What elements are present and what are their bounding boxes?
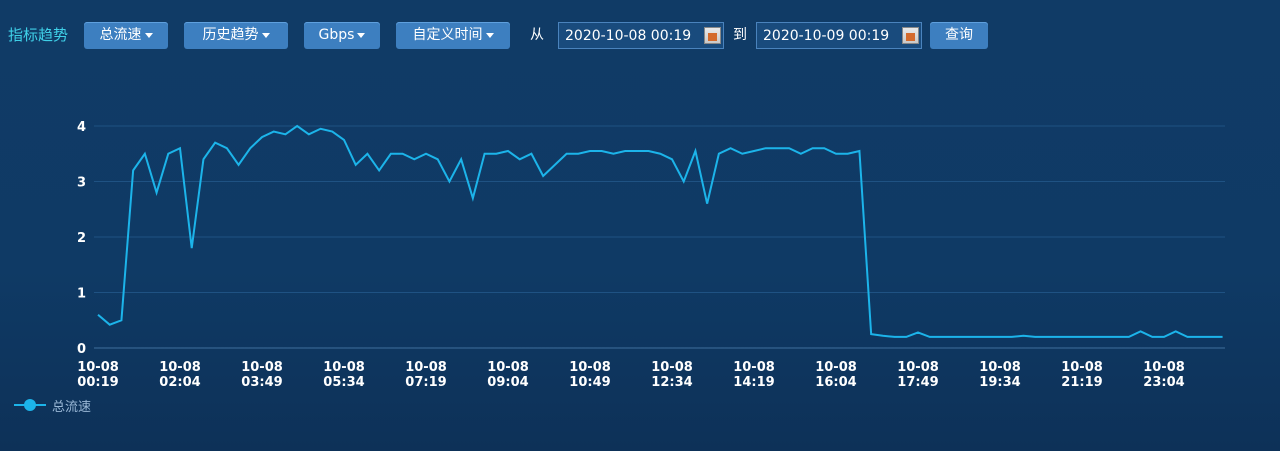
caret — [261, 32, 270, 38]
caret — [357, 32, 366, 38]
unit-label: Gbps — [318, 27, 355, 43]
y-tick-label: 2 — [77, 231, 86, 246]
mode-label: 历史趋势 — [202, 27, 259, 43]
x-tick-label: 10-08 05:34 — [323, 360, 365, 390]
calendar-icon[interactable] — [902, 27, 919, 44]
unit-button[interactable]: Gbps — [304, 22, 380, 49]
x-tick-label: 10-08 00:19 — [77, 360, 119, 390]
to-value: 2020-10-09 00:19 — [763, 28, 890, 44]
mode-button[interactable]: 历史趋势 — [184, 22, 288, 49]
to-input[interactable]: 2020-10-09 00:19 — [756, 22, 922, 49]
range-button[interactable]: 自定义时间 — [396, 22, 510, 49]
to-label: 到 — [733, 27, 747, 43]
calendar-icon[interactable] — [704, 27, 721, 44]
query-button[interactable]: 查询 — [930, 22, 988, 49]
x-tick-label: 10-08 07:19 — [405, 360, 447, 390]
x-tick-label: 10-08 02:04 — [159, 360, 201, 390]
x-tick-label: 10-08 21:19 — [1061, 360, 1103, 390]
x-tick-label: 10-08 17:49 — [897, 360, 939, 390]
from-label: 从 — [530, 27, 544, 43]
legend-dot — [24, 399, 36, 411]
x-tick-label: 10-08 19:34 — [979, 360, 1021, 390]
y-tick-label: 0 — [77, 342, 86, 357]
y-tick-label: 4 — [77, 120, 86, 135]
range-label: 自定义时间 — [412, 27, 483, 43]
panel-title: 指标趋势 — [8, 26, 69, 44]
from-input[interactable]: 2020-10-08 00:19 — [558, 22, 724, 49]
y-tick-label: 1 — [77, 287, 86, 302]
caret — [485, 32, 494, 38]
legend-label: 总流速 — [52, 400, 92, 415]
x-tick-label: 10-08 16:04 — [815, 360, 857, 390]
data-line — [97, 124, 1223, 338]
x-tick-label: 10-08 12:34 — [651, 360, 693, 390]
x-tick-label: 10-08 14:19 — [733, 360, 775, 390]
x-tick-label: 10-08 09:04 — [487, 360, 529, 390]
x-tick-label: 10-08 03:49 — [241, 360, 283, 390]
x-tick-label: 10-08 23:04 — [1143, 360, 1185, 390]
caret — [144, 32, 153, 38]
y-tick-label: 3 — [77, 176, 86, 191]
metric-label: 总流速 — [99, 27, 142, 43]
metric-button[interactable]: 总流速 — [84, 22, 168, 49]
x-tick-label: 10-08 10:49 — [569, 360, 611, 390]
from-value: 2020-10-08 00:19 — [565, 28, 692, 44]
